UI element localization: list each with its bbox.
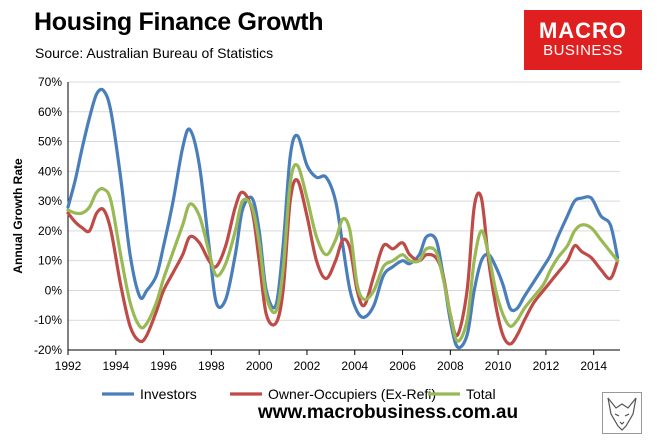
series-line-total bbox=[66, 163, 620, 343]
axes: -20% -10% 0% 10% 20% 30% 40% 50% 60% 70% 1992 1994 1… bbox=[11, 75, 620, 373]
y-tick-label: 0% bbox=[45, 283, 63, 297]
logo-line-1: MACRO bbox=[538, 18, 628, 43]
y-tick-label: 40% bbox=[38, 164, 62, 178]
x-tick-label: 2006 bbox=[389, 359, 416, 373]
x-tick-label: 2010 bbox=[485, 359, 512, 373]
macro-business-logo[interactable]: MACRO BUSINESS bbox=[524, 10, 642, 70]
series-line-owner-occupiers-ex-refi bbox=[66, 178, 620, 346]
y-tick-label: 60% bbox=[38, 105, 62, 119]
chart-title: Housing Finance Growth bbox=[34, 8, 324, 36]
legend-label-total: Total bbox=[466, 386, 496, 402]
fox-sketch-logo-icon bbox=[602, 392, 642, 434]
y-tick-label: -10% bbox=[34, 313, 62, 327]
footer-url[interactable]: www.macrobusiness.com.au bbox=[258, 402, 519, 423]
chart-subtitle: Source: Australian Bureau of Statistics bbox=[35, 45, 274, 61]
series-line-investors bbox=[66, 87, 620, 350]
x-tick-label: 1992 bbox=[55, 359, 82, 373]
legend-label-investors: Investors bbox=[140, 386, 197, 402]
x-tick-label: 2012 bbox=[533, 359, 560, 373]
x-tick-label: 2004 bbox=[341, 359, 368, 373]
x-tick-label: 2000 bbox=[246, 359, 273, 373]
y-tick-label: 10% bbox=[38, 254, 62, 268]
legend-label-owner-occupiers-ex-refi: Owner-Occupiers (Ex-Refi) bbox=[268, 386, 436, 402]
x-tick-label: 1998 bbox=[198, 359, 225, 373]
y-axis-title: Annual Growth Rate bbox=[11, 158, 25, 274]
series-lines bbox=[66, 87, 620, 350]
y-tick-label: 70% bbox=[38, 75, 62, 89]
gridlines bbox=[68, 81, 620, 351]
y-tick-label: 20% bbox=[38, 224, 62, 238]
x-tick-label: 2008 bbox=[437, 359, 464, 373]
logo-line-2: BUSINESS bbox=[543, 42, 623, 59]
x-tick-label: 2002 bbox=[294, 359, 321, 373]
x-tick-label: 1994 bbox=[102, 359, 129, 373]
y-tick-label: 50% bbox=[38, 135, 62, 149]
x-tick-label: 1996 bbox=[150, 359, 177, 373]
y-tick-label: -20% bbox=[34, 343, 62, 357]
y-tick-label: 30% bbox=[38, 194, 62, 208]
legend: Investors Owner-Occupiers (Ex-Refi) Total bbox=[102, 386, 496, 402]
x-tick-label: 2014 bbox=[580, 359, 607, 373]
